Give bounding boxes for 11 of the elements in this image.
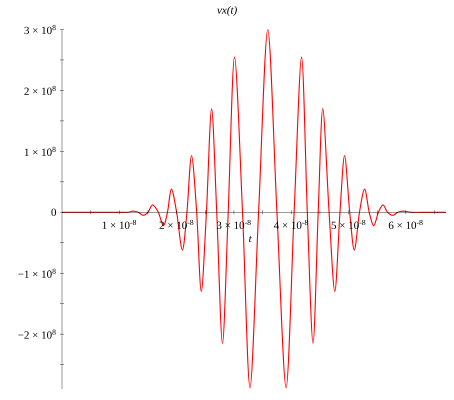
x-tick-label: 1 × 10$^{-8}$: [102, 220, 136, 230]
y-tick-label: 3 × 10$^{8}$: [24, 24, 56, 34]
y-tick-label: −2 × 10$^{8}$: [18, 330, 56, 339]
y-tick-label: 1 × 10$^{8}$: [24, 146, 56, 156]
y-tick-label: 0: [51, 208, 56, 216]
y-tick-label: −1 × 10$^{8}$: [18, 268, 56, 278]
chart-title: vx(t): [217, 6, 237, 16]
line-series: [62, 30, 446, 388]
y-tick-label: 2 × 10$^{8}$: [24, 86, 56, 96]
x-axis-title: t: [249, 236, 252, 242]
x-tick-label: 6 × 10$^{-8}$: [388, 220, 423, 230]
